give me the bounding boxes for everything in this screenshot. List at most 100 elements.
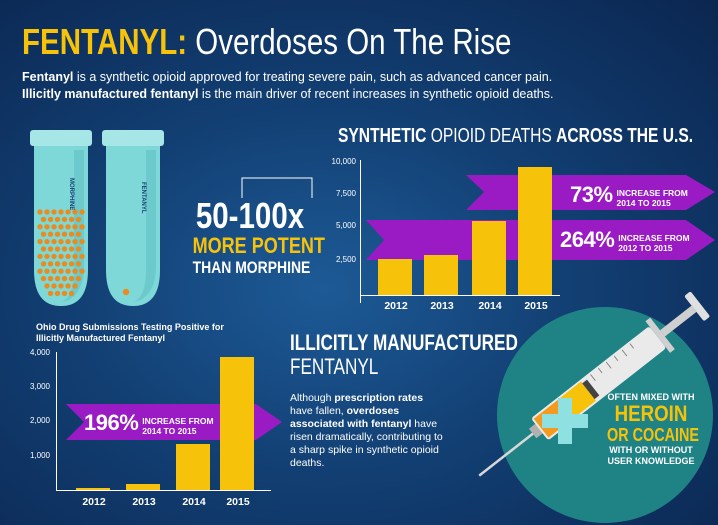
ohio-bar-2013 bbox=[126, 484, 160, 490]
fentanyl-label: FENTANYL bbox=[140, 182, 146, 214]
pill-particle bbox=[61, 261, 68, 267]
ohio-note-l1: INCREASE FROM bbox=[142, 415, 214, 426]
ohio-ytick-label: 1,000 bbox=[29, 451, 50, 460]
deaths-xtick-label: 2013 bbox=[430, 300, 454, 312]
pill-particle bbox=[75, 261, 82, 267]
pill-particle bbox=[75, 275, 82, 282]
pill-particle bbox=[54, 231, 61, 237]
pill-particle bbox=[44, 253, 50, 260]
pill-particle bbox=[72, 253, 78, 260]
ohio-title-line-2: Illicitly Manufactured Fentanyl bbox=[36, 333, 166, 343]
pill-particle bbox=[58, 253, 64, 260]
pill-particle bbox=[68, 290, 75, 297]
pill-particle bbox=[58, 283, 64, 289]
pill-particle bbox=[37, 268, 43, 274]
deaths-heading: SYNTHETIC OPIOID DEATHS ACROSS THE U.S. bbox=[338, 125, 693, 148]
deaths-pct-73: 73% bbox=[570, 182, 613, 207]
pill-particle bbox=[75, 231, 82, 237]
pill-particle bbox=[51, 224, 57, 230]
title-keyword: FENTANYL: bbox=[22, 21, 188, 62]
intro-line-1: Fentanyl is a synthetic opioid approved … bbox=[22, 70, 552, 85]
pill-particle bbox=[40, 246, 47, 252]
deaths-bar-2012 bbox=[378, 259, 412, 295]
ohio-note-l2: 2014 TO 2015 bbox=[142, 425, 197, 436]
pill-particle bbox=[65, 209, 71, 215]
deaths-ytick-label: 10,000 bbox=[331, 157, 356, 166]
pill-particle bbox=[40, 231, 47, 237]
morphine-tube bbox=[30, 130, 92, 306]
potency-multiplier: 50-100x bbox=[195, 195, 305, 236]
ohio-pct-196: 196% bbox=[84, 410, 139, 435]
deaths-heading-part2: OPIOID DEATHS bbox=[426, 125, 557, 147]
deaths-note-73-l2: 2014 TO 2015 bbox=[616, 197, 671, 208]
deaths-y-axis bbox=[360, 160, 361, 303]
pill-particle bbox=[79, 238, 85, 245]
illicit-body-p3: have risen dramatically, contributing to… bbox=[290, 418, 443, 469]
pill-particle bbox=[75, 246, 82, 252]
ohio-title-line-1: Ohio Drug Submissions Testing Positive f… bbox=[36, 322, 224, 332]
pill-particle bbox=[54, 275, 61, 282]
ohio-xtick-label: 2012 bbox=[82, 496, 106, 508]
callout-cocaine: OR COCAINE bbox=[607, 425, 700, 445]
pill-particle bbox=[79, 224, 85, 230]
page-title: FENTANYL: Overdoses On The Rise bbox=[22, 22, 511, 62]
ohio-xtick-label: 2013 bbox=[132, 496, 156, 508]
illicit-body-p2: have fallen, bbox=[290, 405, 347, 417]
ohio-chart-title: Ohio Drug Submissions Testing Positive f… bbox=[36, 322, 224, 344]
potency-more-potent: MORE POTENT bbox=[192, 233, 325, 258]
test-tubes-illustration bbox=[30, 130, 164, 306]
pill-particle bbox=[51, 238, 57, 245]
pill-particle bbox=[44, 283, 50, 289]
pill-particle bbox=[47, 261, 54, 267]
ohio-chart: 1,000 2,000 3,000 4,000 2012 2013 2014 2… bbox=[16, 348, 296, 515]
title-rest: Overdoses On The Rise bbox=[187, 21, 512, 62]
callout-heroin: HEROIN bbox=[614, 401, 688, 426]
pill-particle bbox=[37, 253, 43, 260]
callout-line-1: OFTEN MIXED WITH bbox=[607, 392, 695, 402]
deaths-note-264-l2: 2012 TO 2015 bbox=[618, 242, 673, 253]
pill-particle bbox=[68, 231, 75, 237]
illicit-heading-line-2: FENTANYL bbox=[290, 354, 379, 379]
pill-particle bbox=[65, 253, 71, 260]
pill-particle bbox=[79, 268, 85, 274]
deaths-bar-2015 bbox=[518, 166, 552, 295]
deaths-bar-2014 bbox=[472, 220, 506, 295]
deaths-xtick-label: 2014 bbox=[478, 300, 502, 312]
pill-particle bbox=[68, 216, 75, 223]
pill-particle bbox=[65, 283, 71, 289]
pill-particle bbox=[54, 290, 61, 297]
intro-line-2: Illicitly manufactured fentanyl is the m… bbox=[22, 87, 553, 102]
pill-particle bbox=[61, 216, 68, 223]
intro-line-1-text: is a synthetic opioid approved for treat… bbox=[73, 70, 553, 84]
pill-particle bbox=[44, 209, 50, 215]
ohio-ytick-label: 2,000 bbox=[29, 416, 50, 425]
pill-particle bbox=[47, 275, 54, 282]
pill-particle bbox=[61, 290, 68, 297]
ohio-ytick-label: 4,000 bbox=[29, 348, 50, 357]
pill-particle bbox=[44, 268, 50, 274]
callout-line-5: USER KNOWLEDGE bbox=[607, 456, 695, 466]
illicit-body-b2: overdoses associated with fentanyl bbox=[290, 405, 412, 430]
ohio-y-axis bbox=[56, 352, 57, 491]
pill-particle bbox=[65, 238, 71, 245]
deaths-bar-2013 bbox=[424, 255, 458, 295]
callout-line-4: WITH OR WITHOUT bbox=[609, 445, 693, 455]
illicit-heading-line-1: ILLICITLY MANUFACTURED bbox=[290, 330, 518, 355]
illicit-body-b1: prescription rates bbox=[334, 392, 424, 404]
pill-particle bbox=[40, 216, 47, 223]
pill-particle bbox=[72, 209, 78, 215]
pill-particle bbox=[68, 246, 75, 252]
illicit-body-p1: Although bbox=[290, 392, 335, 404]
pill-particle bbox=[65, 224, 71, 230]
pill-particle bbox=[58, 209, 64, 215]
pill-particle bbox=[79, 209, 85, 215]
fentanyl-tube bbox=[102, 130, 164, 306]
ohio-banner-text: 196% INCREASE FROM 2014 TO 2015 bbox=[84, 410, 214, 436]
pill-particle bbox=[72, 238, 78, 245]
pill-particle bbox=[47, 246, 54, 252]
pill-particle bbox=[54, 246, 61, 252]
pill-particle bbox=[72, 268, 78, 274]
pill-particle bbox=[37, 209, 43, 215]
pill-particle bbox=[75, 216, 82, 223]
